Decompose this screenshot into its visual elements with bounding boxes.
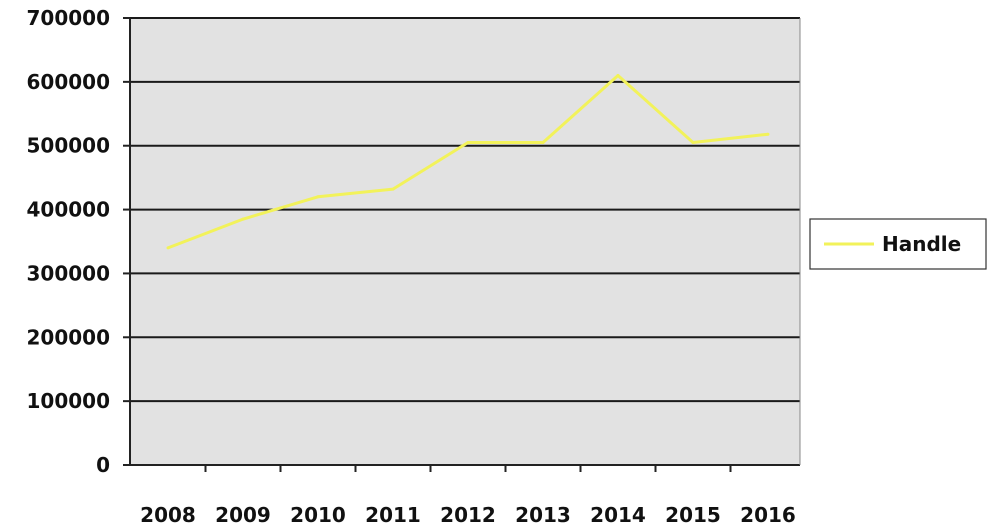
y-tick-label: 400000 xyxy=(27,198,111,222)
x-ticks: 2008 2009 2010 2011 2012 2013 2014 2015 2016 xyxy=(140,465,796,527)
data-point xyxy=(316,195,320,199)
data-point xyxy=(466,141,470,145)
y-tick-label: 500000 xyxy=(27,134,111,158)
data-point xyxy=(691,141,695,145)
data-point xyxy=(391,187,395,191)
x-tick-label: 2016 xyxy=(740,503,796,527)
y-tick-label: 600000 xyxy=(27,70,111,94)
y-tick-label: 300000 xyxy=(27,261,111,285)
legend-box xyxy=(809,218,987,270)
x-tick-label: 2008 xyxy=(140,503,196,527)
x-tick-label: 2015 xyxy=(665,503,721,527)
plot-area xyxy=(130,18,800,465)
x-tick-label: 2012 xyxy=(440,503,496,527)
x-tick-label: 2009 xyxy=(215,503,271,527)
x-tick-label: 2013 xyxy=(515,503,571,527)
y-tick-label: 200000 xyxy=(27,325,111,349)
data-point xyxy=(166,246,170,250)
y-ticks: 0 100000 200000 300000 400000 500000 600000 700… xyxy=(27,6,130,477)
y-tick-label: 100000 xyxy=(27,389,111,413)
y-tick-label: 700000 xyxy=(27,6,111,30)
x-tick-label: 2010 xyxy=(290,503,346,527)
series-group xyxy=(166,73,770,250)
x-tick-label: 2014 xyxy=(590,503,646,527)
legend-label-handle: Handle xyxy=(882,232,961,256)
data-point xyxy=(616,73,620,77)
y-tick-label: 0 xyxy=(96,453,110,477)
data-point xyxy=(241,217,245,221)
legend: Handle xyxy=(809,218,987,270)
data-point xyxy=(541,141,545,145)
x-tick-label: 2011 xyxy=(365,503,421,527)
data-point xyxy=(766,132,770,136)
